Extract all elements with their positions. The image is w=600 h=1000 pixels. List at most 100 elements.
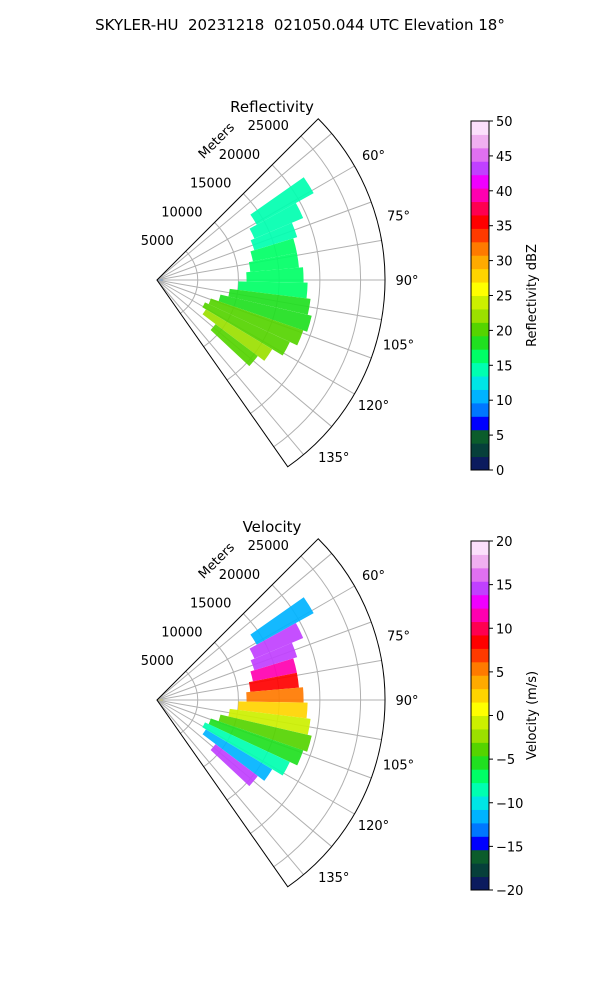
colorbar: −20 −15 −10 −5 0 5 10 15 20 Velocity (m/s) xyxy=(470,535,540,899)
colorbar-segment xyxy=(471,742,489,757)
colorbar-segment xyxy=(471,648,489,663)
range-tick-label: 15000 xyxy=(190,597,231,612)
colorbar-segment xyxy=(471,608,489,623)
colorbar-segment xyxy=(471,634,489,649)
colorbar-segment xyxy=(471,416,489,431)
range-tick-label: 25000 xyxy=(248,119,289,134)
colorbar-segment xyxy=(471,822,489,837)
azimuth-tick-label: 75° xyxy=(387,629,410,644)
azimuth-tick-label: 90° xyxy=(395,694,418,709)
range-ring xyxy=(180,670,199,734)
colorbar-segment xyxy=(471,214,489,229)
colorbar-segment xyxy=(471,429,489,444)
colorbar-segment xyxy=(471,228,489,243)
colorbar-segment xyxy=(471,121,489,135)
echo-cell xyxy=(228,288,311,315)
colorbar-tick-label: −20 xyxy=(496,884,523,899)
echo-cell xyxy=(250,222,298,251)
colorbar-segment xyxy=(471,688,489,703)
colorbar-tick-label: 15 xyxy=(496,579,513,594)
colorbar-segment xyxy=(471,295,489,310)
azimuth-tick-label: 120° xyxy=(358,819,389,834)
colorbar-segment xyxy=(471,769,489,784)
colorbar-segment xyxy=(471,389,489,404)
echo-cell xyxy=(246,687,304,703)
colorbar-label: Reflectivity dBZ xyxy=(525,244,540,347)
colorbar-tick-label: 0 xyxy=(496,464,504,479)
colorbar-segment xyxy=(471,796,489,810)
colorbar-segment xyxy=(471,809,489,824)
colorbar-tick-label: 40 xyxy=(496,185,513,200)
colorbar-segment xyxy=(471,456,489,471)
azimuth-tick-label: 135° xyxy=(318,871,349,886)
colorbar-segment xyxy=(471,268,489,283)
colorbar-tick-label: −10 xyxy=(496,797,523,812)
colorbar-segment xyxy=(471,581,489,596)
colorbar-tick-label: −15 xyxy=(496,840,523,855)
echo-cell xyxy=(202,729,273,781)
colorbar-segment xyxy=(471,755,489,770)
echo-cell xyxy=(202,309,273,361)
azimuth-spoke xyxy=(156,699,304,875)
colorbar-segment xyxy=(471,376,489,390)
colorbar-tick-label: 25 xyxy=(496,290,513,305)
colorbar-tick-label: 20 xyxy=(496,535,513,550)
echo-cell xyxy=(250,642,298,671)
colorbar-tick-label: 0 xyxy=(496,710,504,725)
colorbar-segment xyxy=(471,863,489,878)
colorbar-segment xyxy=(471,661,489,676)
echo-cell xyxy=(228,708,311,735)
azimuth-tick-label: 90° xyxy=(395,274,418,289)
azimuth-tick-label: 135° xyxy=(318,451,349,466)
colorbar-tick-label: 45 xyxy=(496,150,513,165)
range-tick-label: 10000 xyxy=(161,625,202,640)
echo-cell xyxy=(208,718,304,766)
echo-cell xyxy=(218,294,312,332)
colorbar-segment xyxy=(471,715,489,730)
range-ring xyxy=(273,135,361,448)
colorbar-segment xyxy=(471,335,489,350)
panel-reflectivity: Reflectivity500010000150002000025000Mete… xyxy=(141,98,540,479)
colorbar-segment xyxy=(471,174,489,189)
colorbar-segment xyxy=(471,322,489,337)
sector-frame xyxy=(156,538,386,888)
azimuth-spoke xyxy=(156,133,332,281)
colorbar-segment xyxy=(471,188,489,203)
colorbar-tick-label: 5 xyxy=(496,666,504,681)
colorbar-segment xyxy=(471,362,489,377)
colorbar-tick-label: 15 xyxy=(496,359,513,374)
range-tick-label: 20000 xyxy=(219,568,260,583)
colorbar-segment xyxy=(471,876,489,891)
range-ring xyxy=(273,555,361,868)
azimuth-tick-label: 60° xyxy=(362,149,385,164)
echo-cell xyxy=(250,658,297,682)
colorbar: 0 5 10 15 20 25 30 35 40 45 50 Reflectivity dBZ xyxy=(470,115,540,479)
colorbar-tick-label: 10 xyxy=(496,394,513,409)
colorbar-segment xyxy=(471,134,489,149)
colorbar-segment xyxy=(471,402,489,417)
colorbar-segment xyxy=(471,255,489,270)
echo-cell xyxy=(250,177,314,225)
range-tick-label: 15000 xyxy=(190,177,231,192)
colorbar-segment xyxy=(471,161,489,176)
colorbar-segment xyxy=(471,554,489,569)
azimuth-spoke xyxy=(156,553,332,701)
echo-cell xyxy=(157,279,163,281)
panel-title: Velocity xyxy=(243,518,302,536)
echo-cell xyxy=(249,623,304,659)
figure-title: SKYLER-HU 20231218 021050.044 UTC Elevat… xyxy=(95,16,505,34)
colorbar-segment xyxy=(471,702,489,716)
echo-cell xyxy=(202,302,290,356)
colorbar-tick-label: 20 xyxy=(496,324,513,339)
azimuth-tick-label: 105° xyxy=(383,339,414,354)
range-tick-label: 10000 xyxy=(161,205,202,220)
colorbar-segment xyxy=(471,241,489,256)
colorbar-segment xyxy=(471,675,489,690)
colorbar-segment xyxy=(471,147,489,162)
sector-frame xyxy=(156,118,386,468)
colorbar-label: Velocity (m/s) xyxy=(525,671,540,760)
echo-cell xyxy=(237,701,308,719)
colorbar-segment xyxy=(471,728,489,743)
